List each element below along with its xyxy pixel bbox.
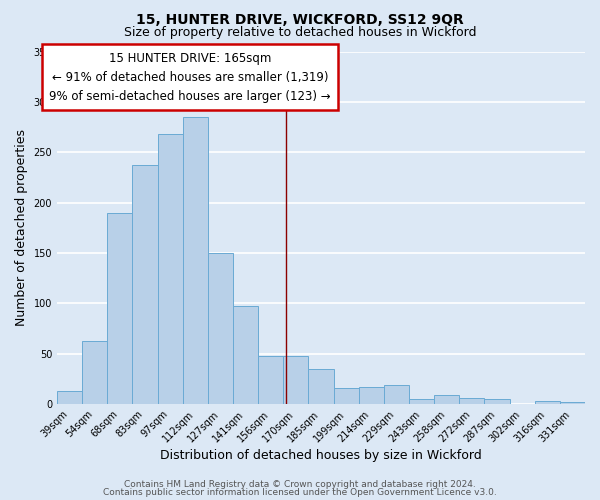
Text: 15, HUNTER DRIVE, WICKFORD, SS12 9QR: 15, HUNTER DRIVE, WICKFORD, SS12 9QR: [136, 12, 464, 26]
Bar: [57, 391, 82, 404]
Y-axis label: Number of detached properties: Number of detached properties: [15, 130, 28, 326]
Bar: [258, 356, 283, 404]
Bar: [535, 401, 560, 404]
Bar: [233, 306, 258, 404]
Bar: [409, 399, 434, 404]
X-axis label: Distribution of detached houses by size in Wickford: Distribution of detached houses by size …: [160, 450, 482, 462]
Bar: [560, 402, 585, 404]
Bar: [183, 117, 208, 404]
Bar: [308, 369, 334, 404]
Bar: [283, 356, 308, 404]
Bar: [82, 340, 107, 404]
Bar: [158, 134, 183, 404]
Text: Size of property relative to detached houses in Wickford: Size of property relative to detached ho…: [124, 26, 476, 39]
Bar: [208, 253, 233, 404]
Bar: [107, 212, 133, 404]
Bar: [384, 385, 409, 404]
Bar: [459, 398, 484, 404]
Bar: [359, 387, 384, 404]
Bar: [334, 388, 359, 404]
Bar: [484, 399, 509, 404]
Text: Contains HM Land Registry data © Crown copyright and database right 2024.: Contains HM Land Registry data © Crown c…: [124, 480, 476, 489]
Text: Contains public sector information licensed under the Open Government Licence v3: Contains public sector information licen…: [103, 488, 497, 497]
Bar: [133, 166, 158, 404]
Bar: [434, 395, 459, 404]
Text: 15 HUNTER DRIVE: 165sqm
← 91% of detached houses are smaller (1,319)
9% of semi-: 15 HUNTER DRIVE: 165sqm ← 91% of detache…: [49, 52, 331, 102]
